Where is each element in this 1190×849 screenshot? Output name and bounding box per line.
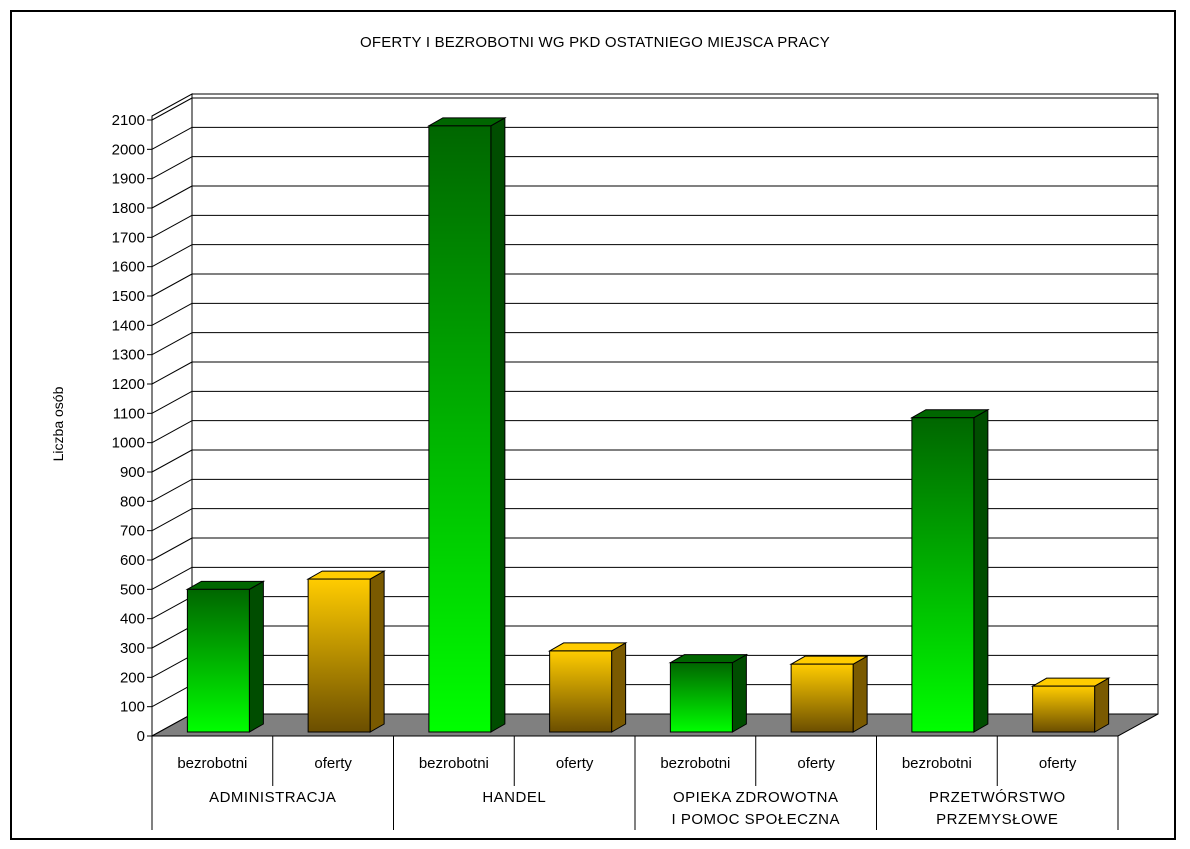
bar-front [428,125,492,733]
gridline-side [151,126,193,150]
bar-front [186,588,250,733]
y-tick-label: 100 [120,699,145,716]
y-tick-label: 0 [137,728,145,745]
chart-floor [151,713,1159,737]
gridline-side [151,508,193,532]
gridline-side [151,244,193,268]
gridline-side [151,97,193,121]
bar-4 [547,642,628,733]
y-tick-label: 900 [120,464,145,481]
bar-top [547,642,628,652]
bar-side [852,655,868,733]
bar-top [909,409,990,419]
x-tick-label: oferty [797,755,835,772]
y-tick-label: 1700 [112,229,145,246]
bar-side [490,117,506,733]
bar-7 [909,408,990,733]
bar-2 [306,570,387,733]
gridline-side [151,625,193,649]
bar-side [611,642,627,733]
x-tick-label: bezrobotni [660,755,730,772]
gridline-side [151,332,193,356]
bar-top [789,655,870,665]
bar-side [1094,677,1110,733]
bar-top [668,654,749,664]
bar-side [731,653,747,733]
y-tick-label: 300 [120,640,145,657]
bar-front [669,662,733,733]
side-wall [151,93,193,737]
y-tick-label: 400 [120,611,145,628]
bar-1 [185,580,266,733]
bar-5 [668,653,749,733]
gridline-side [151,449,193,473]
gridline-side [151,390,193,414]
group-label: HANDEL [482,789,546,806]
bar-front [549,650,613,733]
bar-top [1030,677,1111,687]
x-tick-label: bezrobotni [177,755,247,772]
bar-top [185,580,266,590]
bar-front [307,578,371,733]
group-label: OPIEKA ZDROWOTNA [673,789,839,806]
gridline-side [151,596,193,620]
chart-title: OFERTY I BEZROBOTNI WG PKD OSTATNIEGO MI… [360,34,830,51]
group-label: ADMINISTRACJA [209,789,336,806]
x-tick-label: oferty [1039,755,1077,772]
x-tick-label: bezrobotni [419,755,489,772]
gridline-side [151,361,193,385]
y-tick-label: 200 [120,669,145,686]
bar-top [306,570,387,580]
gridline-side [151,156,193,180]
y-tick-label: 1100 [113,405,145,422]
y-tick-label: 2000 [112,141,145,158]
gridline-side [151,478,193,502]
bar-side [973,408,989,733]
gridline-side [151,684,193,708]
x-tick-label: bezrobotni [902,755,972,772]
bar-top [426,117,507,127]
y-tick-label: 1400 [112,317,145,334]
gridline-side [151,302,193,326]
y-tick-label: 500 [120,581,145,598]
x-tick-label: oferty [556,755,594,772]
gridline-side [151,185,193,209]
gridline-side [151,214,193,238]
y-tick-label: 1200 [112,376,145,393]
y-tick-label: 2100 [112,112,145,129]
bar-side [369,570,385,733]
y-tick-label: 1900 [112,171,145,188]
bar-front [1032,685,1096,733]
x-tick-label: oferty [314,755,352,772]
gridline-side [151,566,193,590]
y-tick-label: 700 [120,523,145,540]
group-label: PRZEMYSŁOWE [936,811,1058,828]
bar-front [911,417,975,733]
bar-3 [426,117,507,733]
bar-8 [1030,677,1111,733]
y-tick-label: 1000 [112,435,145,452]
bar-front [790,663,854,733]
y-tick-label: 1800 [112,200,145,217]
gridline-side [151,654,193,678]
y-tick-label: 1500 [112,288,145,305]
y-tick-label: 1600 [112,259,145,276]
group-label: PRZETWÓRSTWO [929,789,1066,806]
bar-side [248,580,264,733]
y-tick-label: 600 [120,552,145,569]
group-label: I POMOC SPOŁECZNA [671,811,840,828]
gridline-side [151,273,193,297]
y-tick-label: 800 [120,493,145,510]
y-tick-label: 1300 [112,347,145,364]
bar-6 [789,655,870,733]
gridline-side [151,420,193,444]
gridline-side [151,537,193,561]
